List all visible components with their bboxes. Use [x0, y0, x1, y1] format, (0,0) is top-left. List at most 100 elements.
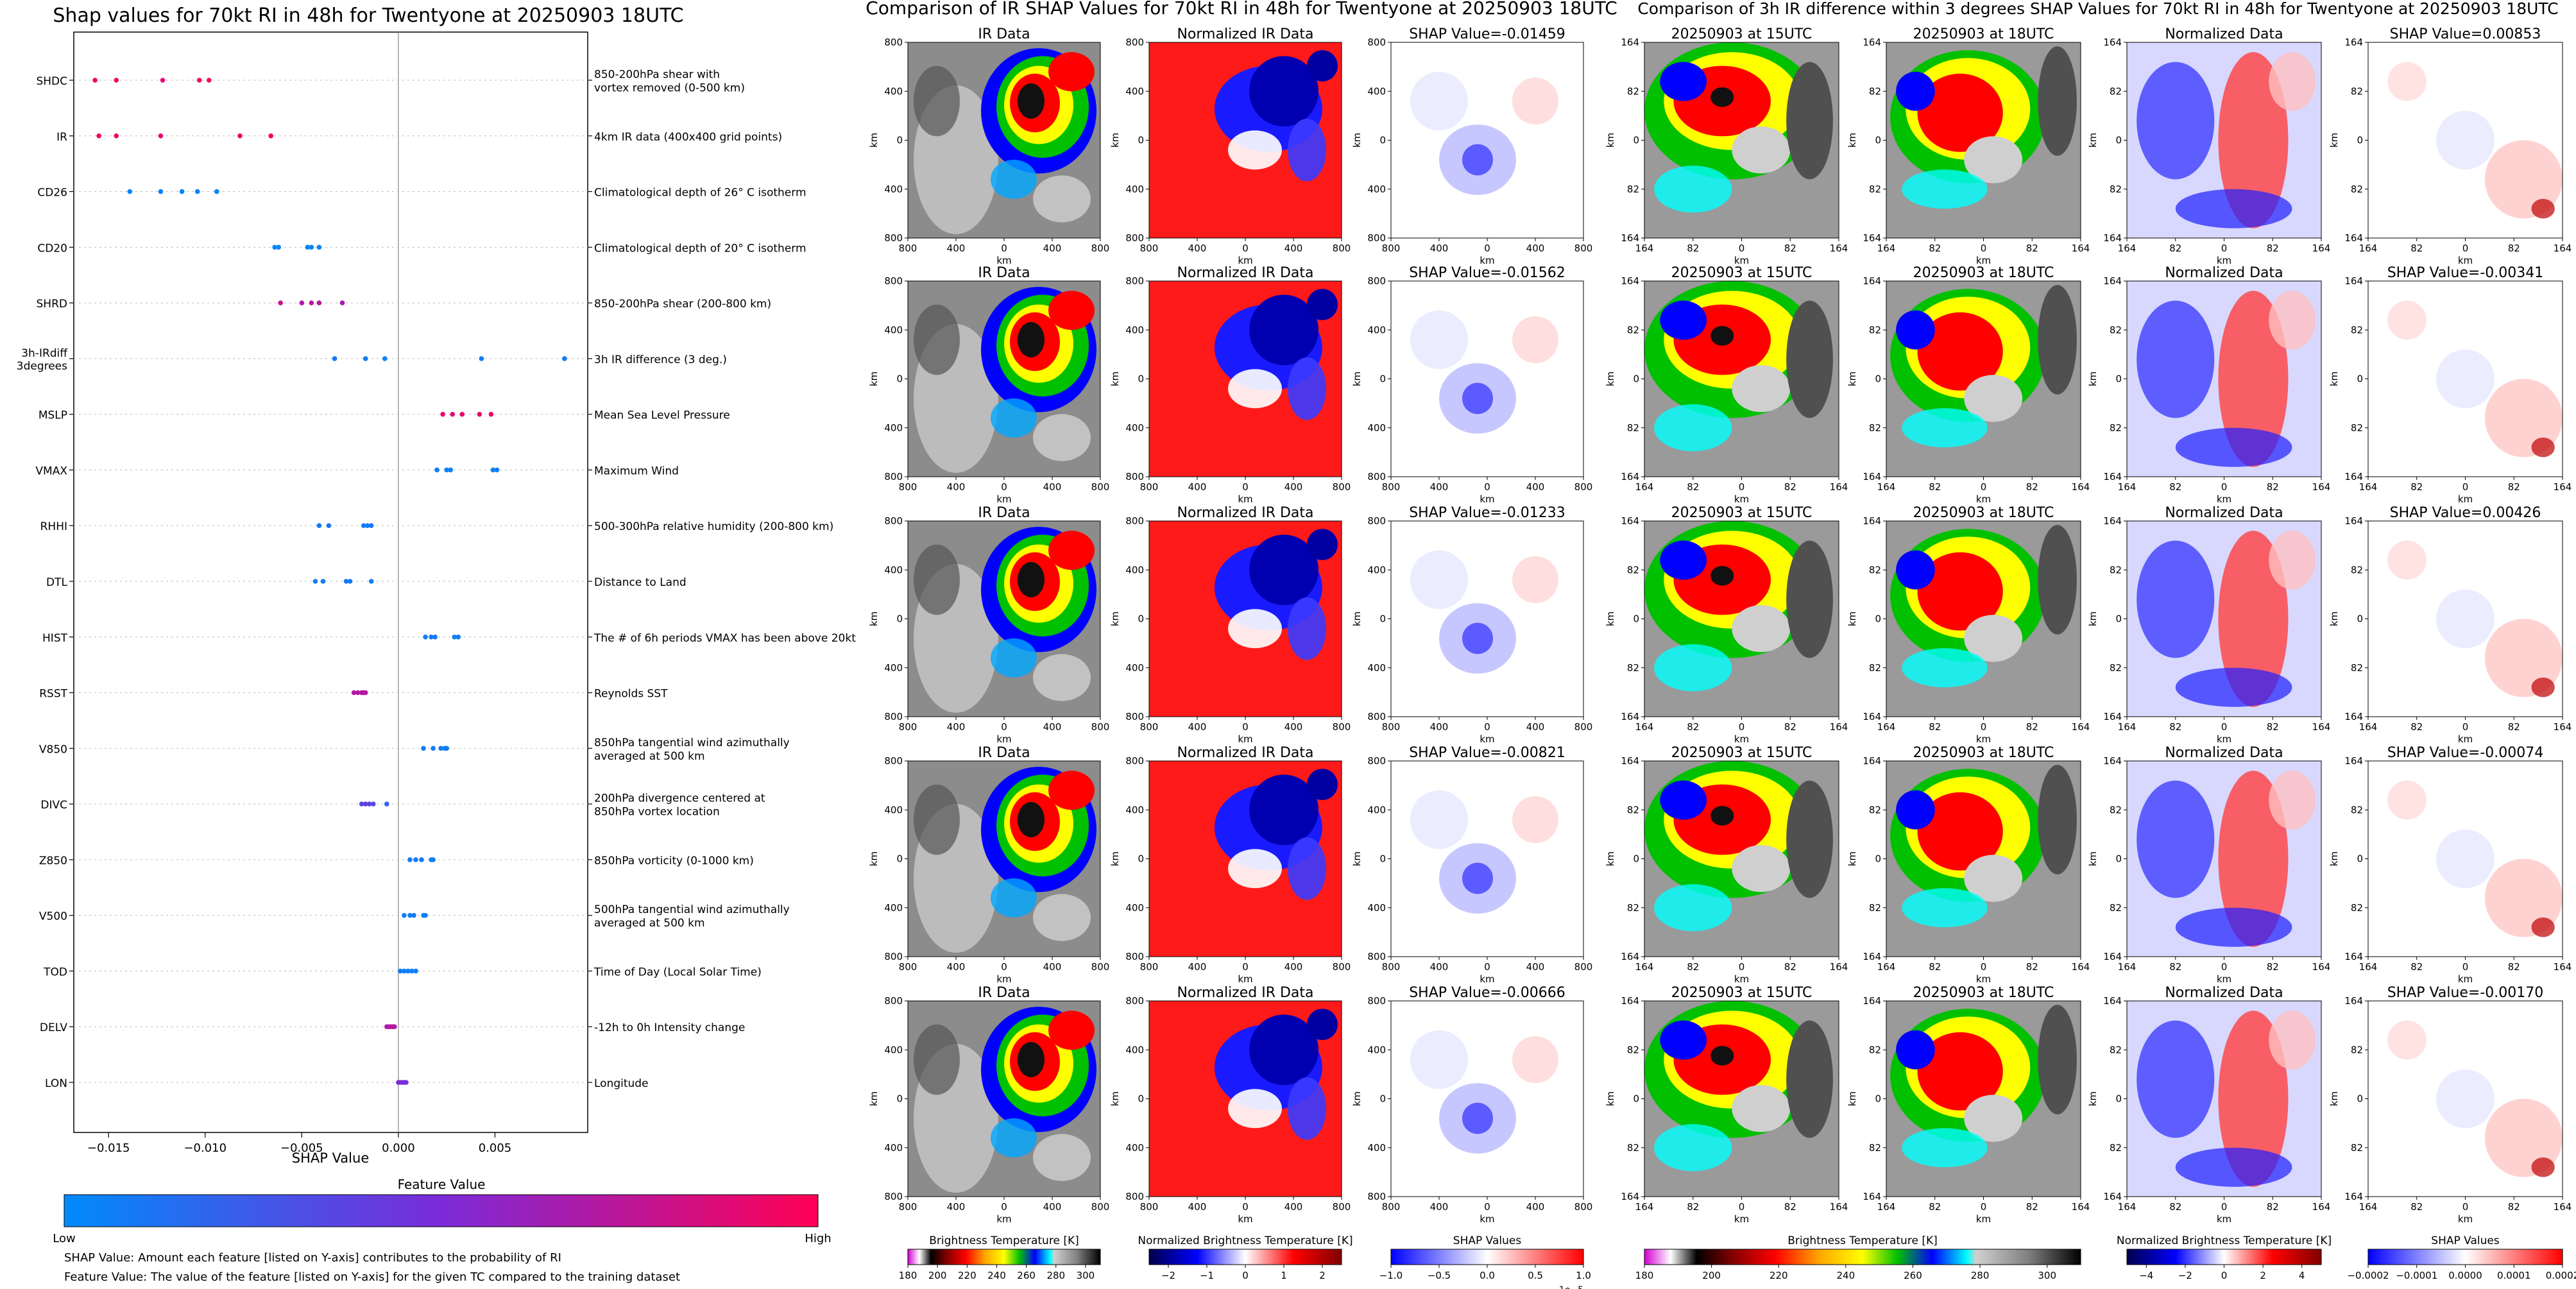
colorbar-gradient — [1148, 1249, 1342, 1265]
colorbar-label: SHAP Values — [1453, 1234, 1522, 1247]
panel-x-tick-label: 400 — [947, 1201, 966, 1213]
panel-y-tick-label: 400 — [1125, 324, 1144, 336]
colorbar-tick-label: −4 — [2139, 1270, 2153, 1281]
feature-row: V500 500hPa tangential wind azimuthallyav… — [39, 903, 790, 930]
feature-description-label: Climatological depth of 26° C isotherm — [594, 187, 806, 200]
shap-point — [444, 467, 449, 473]
panel-y-axis-label: km — [1351, 133, 1363, 148]
panel-x-tick-label: 0 — [1739, 481, 1745, 493]
panel-x-axis-label: km — [2217, 255, 2231, 266]
shap-point — [419, 857, 424, 862]
colorbar-high-label: High — [805, 1232, 831, 1245]
panel-title: 20250903 at 18UTC — [1913, 265, 2054, 281]
feature-name-label: DTL — [46, 576, 67, 589]
panel-y-tick-label: 800 — [1367, 1191, 1386, 1202]
panel-y-tick-label: 164 — [1863, 995, 1881, 1007]
colorbar-tick-label: 2 — [2260, 1270, 2266, 1281]
panel-y-axis-label: km — [1847, 371, 1858, 386]
panel-x-tick-label: 164 — [2072, 243, 2090, 254]
shap-x-axis-ticks: −0.015 −0.010 −0.005 0.000 0.005 — [87, 1132, 511, 1155]
image-panel: 20250903 at 15UTC1641648282008282164164k… — [1605, 26, 1848, 266]
shap-point — [347, 579, 353, 584]
panel-y-tick-label: 400 — [884, 564, 903, 576]
shap-point — [368, 579, 374, 584]
panel-y-tick-label: 800 — [884, 471, 903, 482]
panel-image — [1644, 760, 1839, 957]
panel-y-tick-label: 82 — [2351, 662, 2363, 674]
feature-name-label: RSST — [39, 688, 67, 701]
panel-x-tick-label: 164 — [1635, 481, 1654, 493]
panel-x-tick-label: 164 — [2072, 961, 2090, 973]
panel-y-tick-label: 164 — [2344, 232, 2363, 244]
feature-description-label: Mean Sea Level Pressure — [594, 409, 730, 422]
image-panel: Normalized Data1641648282008282164164kmk… — [2087, 265, 2330, 505]
panel-y-tick-label: 82 — [2110, 422, 2122, 434]
panel-y-tick-label: 0 — [1633, 135, 1639, 146]
panel-y-tick-label: 164 — [1863, 232, 1881, 244]
panel-y-tick-label: 800 — [1125, 471, 1144, 482]
shap-point — [127, 189, 133, 194]
panel-y-tick-label: 400 — [884, 804, 903, 815]
panel-x-axis-label: km — [2217, 973, 2231, 985]
panel-x-tick-label: 164 — [1830, 961, 1848, 973]
panel-title: SHAP Value=0.00426 — [2390, 505, 2541, 521]
panel-x-tick-label: 164 — [2072, 1201, 2090, 1213]
shap-point — [363, 690, 368, 696]
shap-point — [305, 244, 311, 250]
panel-y-tick-label: 400 — [1367, 564, 1386, 576]
colorbar-offset-label: 1e−5 — [1559, 1285, 1583, 1289]
colorbar: Brightness Temperature [K] 180 200 220 240 26… — [1635, 1234, 2081, 1281]
panel-image — [907, 280, 1101, 477]
panel-x-tick-label: 0 — [2462, 721, 2469, 733]
panel-title: 20250903 at 18UTC — [1913, 745, 2054, 761]
feature-description-label: 850hPa vortex location — [594, 806, 720, 819]
panel-x-tick-label: 800 — [1574, 961, 1593, 973]
shap-point — [316, 523, 322, 529]
panel-x-axis-label: km — [1734, 973, 1749, 985]
panel-x-axis-label: km — [996, 255, 1011, 266]
panel-x-tick-label: 164 — [1635, 961, 1654, 973]
panel-y-tick-label: 82 — [2351, 324, 2363, 336]
shap-point — [343, 579, 349, 584]
shap-point — [114, 133, 119, 139]
feature-description-label: averaged at 500 km — [594, 750, 705, 763]
panel-y-axis-label: km — [1605, 133, 1616, 148]
panel-y-tick-label: 800 — [1367, 232, 1386, 244]
panel-x-tick-label: 0 — [1001, 1201, 1007, 1213]
panel-x-tick-label: 800 — [1382, 243, 1401, 254]
image-panel: SHAP Value=0.004261641648282008282164164… — [2328, 505, 2572, 745]
panel-y-axis-label: km — [1109, 611, 1121, 626]
panel-image — [1886, 760, 2081, 957]
colorbar-gradient — [2367, 1249, 2563, 1265]
panel-title: Normalized IR Data — [1177, 505, 1313, 521]
panel-y-tick-label: 800 — [1367, 515, 1386, 527]
panel-y-tick-label: 800 — [884, 515, 903, 527]
image-panel: Normalized Data1641648282008282164164kmk… — [2087, 505, 2330, 745]
image-panel: 20250903 at 18UTC1641648282008282164164k… — [1847, 985, 2090, 1225]
panel-x-tick-label: 164 — [1877, 1201, 1896, 1213]
panel-y-tick-label: 164 — [1863, 951, 1881, 962]
panel-x-tick-label: 82 — [2267, 481, 2279, 493]
panel-y-axis-label: km — [1605, 611, 1616, 626]
image-panel: SHAP Value=-0.01459800800400400004004008… — [1351, 26, 1592, 266]
panel-image — [1148, 280, 1342, 477]
image-panel: Normalized IR Data8008004004000040040080… — [1109, 745, 1351, 985]
panel-x-tick-label: 164 — [2554, 721, 2572, 733]
panel-y-tick-label: 800 — [1125, 755, 1144, 767]
panel-y-tick-label: 164 — [1621, 711, 1639, 722]
panel-x-axis-label: km — [2458, 1213, 2473, 1225]
panel-y-tick-label: 82 — [2351, 804, 2363, 815]
panel-x-tick-label: 0 — [1484, 481, 1490, 493]
footnote-feature-value: Feature Value: The value of the feature … — [64, 1270, 680, 1284]
panel-x-tick-label: 164 — [1830, 1201, 1848, 1213]
panel-x-tick-label: 800 — [1382, 481, 1401, 493]
image-panel: 20250903 at 15UTC1641648282008282164164k… — [1605, 505, 1848, 745]
panel-y-tick-label: 400 — [1125, 662, 1144, 674]
shap-point — [432, 634, 438, 640]
panel-y-tick-label: 164 — [1863, 711, 1881, 722]
colorbar-tick-label: 200 — [928, 1270, 947, 1281]
panel-y-tick-label: 400 — [1367, 902, 1386, 914]
panel-y-tick-label: 82 — [1627, 662, 1639, 674]
